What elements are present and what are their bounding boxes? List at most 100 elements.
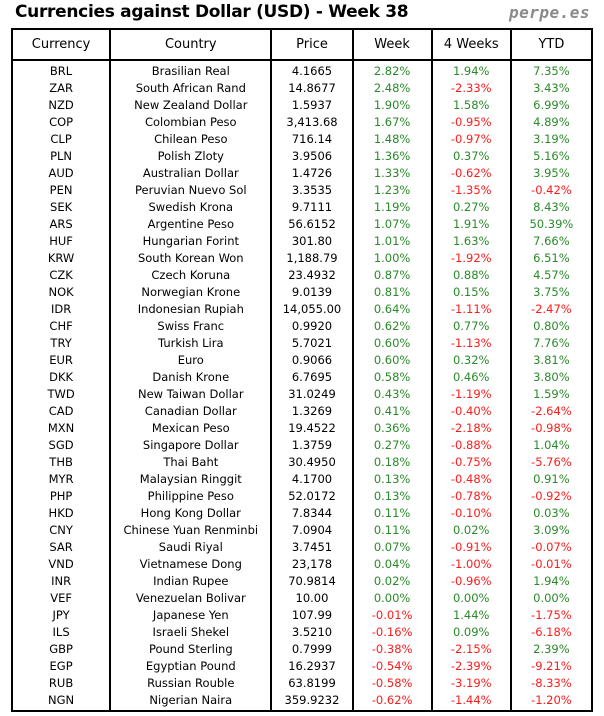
cell-country: Nigerian Naira <box>109 692 273 711</box>
cell-week: 0.81% <box>351 284 433 301</box>
table-row: KRW South Korean Won 1,188.79 1.00% -1.92% 6.… <box>10 250 594 267</box>
table-row: HUF Hungarian Forint 301.80 1.01% 1.63% 7.66% <box>10 233 594 250</box>
cell-4-weeks: 1.91% <box>430 216 512 233</box>
cell-4-weeks: 0.27% <box>430 199 512 216</box>
cell-week: 0.36% <box>351 420 433 437</box>
cell-country: Chinese Yuan Renminbi <box>109 522 273 539</box>
cell-4-weeks: -0.97% <box>430 131 512 148</box>
table-row: SEK Swedish Krona 9.7111 1.19% 0.27% 8.43% <box>10 199 594 216</box>
cell-week: -0.16% <box>351 624 433 641</box>
table-row: SGD Singapore Dollar 1.3759 0.27% -0.88% 1.04… <box>10 437 594 454</box>
cell-country: Colombian Peso <box>109 114 273 131</box>
cell-price: 3.9506 <box>270 148 354 165</box>
cell-4-weeks: 1.58% <box>430 97 512 114</box>
header-ytd: YTD <box>509 28 594 61</box>
cell-price: 9.7111 <box>270 199 354 216</box>
table-row: MXN Mexican Peso 19.4522 0.36% -2.18% -0.98% <box>10 420 594 437</box>
cell-week: 0.27% <box>351 437 433 454</box>
cell-week: 1.48% <box>351 131 433 148</box>
cell-4-weeks: 0.37% <box>430 148 512 165</box>
cell-4-weeks: -1.44% <box>430 692 512 711</box>
cell-ytd: 0.03% <box>509 505 594 522</box>
cell-currency: ZAR <box>10 80 112 97</box>
cell-4-weeks: 0.15% <box>430 284 512 301</box>
table-row: SAR Saudi Riyal 3.7451 0.07% -0.91% -0.07% <box>10 539 594 556</box>
cell-price: 1.3759 <box>270 437 354 454</box>
currency-table: Currency Country Price Week 4 Weeks YTD … <box>10 28 594 712</box>
cell-ytd: 3.09% <box>509 522 594 539</box>
table-row: THB Thai Baht 30.4950 0.18% -0.75% -5.76% <box>10 454 594 471</box>
cell-currency: PEN <box>10 182 112 199</box>
cell-week: 1.36% <box>351 148 433 165</box>
cell-ytd: 4.57% <box>509 267 594 284</box>
cell-price: 1.4726 <box>270 165 354 182</box>
table-row: INR Indian Rupee 70.9814 0.02% -0.96% 1.94% <box>10 573 594 590</box>
cell-price: 716.14 <box>270 131 354 148</box>
cell-country: Canadian Dollar <box>109 403 273 420</box>
cell-currency: NGN <box>10 692 112 711</box>
cell-price: 30.4950 <box>270 454 354 471</box>
cell-ytd: 3.81% <box>509 352 594 369</box>
table-row: VEF Venezuelan Bolivar 10.00 0.00% 0.00% 0.00… <box>10 590 594 607</box>
cell-week: 0.60% <box>351 352 433 369</box>
cell-ytd: -1.20% <box>509 692 594 711</box>
cell-4-weeks: -0.78% <box>430 488 512 505</box>
cell-4-weeks: -0.10% <box>430 505 512 522</box>
cell-week: 0.43% <box>351 386 433 403</box>
cell-4-weeks: -1.92% <box>430 250 512 267</box>
cell-currency: MYR <box>10 471 112 488</box>
cell-ytd: 6.51% <box>509 250 594 267</box>
cell-week: 1.01% <box>351 233 433 250</box>
cell-4-weeks: -1.11% <box>430 301 512 318</box>
cell-ytd: 0.00% <box>509 590 594 607</box>
cell-4-weeks: -2.39% <box>430 658 512 675</box>
cell-price: 9.0139 <box>270 284 354 301</box>
cell-ytd: -2.47% <box>509 301 594 318</box>
cell-ytd: 7.76% <box>509 335 594 352</box>
cell-ytd: -9.21% <box>509 658 594 675</box>
cell-price: 0.9920 <box>270 318 354 335</box>
table-row: JPY Japanese Yen 107.99 -0.01% 1.44% -1.75% <box>10 607 594 624</box>
table-row: TRY Turkish Lira 5.7021 0.60% -1.13% 7.76% <box>10 335 594 352</box>
cell-country: Turkish Lira <box>109 335 273 352</box>
cell-currency: VND <box>10 556 112 573</box>
table-row: CZK Czech Koruna 23.4932 0.87% 0.88% 4.57% <box>10 267 594 284</box>
table-row: HKD Hong Kong Dollar 7.8344 0.11% -0.10% 0.03… <box>10 505 594 522</box>
table-row: PLN Polish Zloty 3.9506 1.36% 0.37% 5.16% <box>10 148 594 165</box>
table-row: GBP Pound Sterling 0.7999 -0.38% -2.15% 2.39% <box>10 641 594 658</box>
table-row: DKK Danish Krone 6.7695 0.58% 0.46% 3.80% <box>10 369 594 386</box>
table-body: BRL Brasilian Real 4.1665 2.82% 1.94% 7.35% ZA… <box>10 60 594 711</box>
cell-currency: PLN <box>10 148 112 165</box>
cell-week: 2.82% <box>351 60 433 80</box>
cell-week: -0.38% <box>351 641 433 658</box>
cell-country: Vietnamese Dong <box>109 556 273 573</box>
cell-ytd: 3.75% <box>509 284 594 301</box>
cell-4-weeks: 0.77% <box>430 318 512 335</box>
cell-price: 63.8199 <box>270 675 354 692</box>
cell-week: -0.62% <box>351 692 433 711</box>
cell-week: 0.00% <box>351 590 433 607</box>
cell-country: Malaysian Ringgit <box>109 471 273 488</box>
cell-price: 0.7999 <box>270 641 354 658</box>
cell-price: 0.9066 <box>270 352 354 369</box>
cell-currency: CZK <box>10 267 112 284</box>
cell-currency: THB <box>10 454 112 471</box>
cell-4-weeks: -0.96% <box>430 573 512 590</box>
cell-week: 0.13% <box>351 471 433 488</box>
page-title: Currencies against Dollar (USD) - Week 3… <box>15 2 409 22</box>
cell-price: 5.7021 <box>270 335 354 352</box>
table-row: CLP Chilean Peso 716.14 1.48% -0.97% 3.19% <box>10 131 594 148</box>
cell-week: 0.41% <box>351 403 433 420</box>
cell-price: 10.00 <box>270 590 354 607</box>
cell-price: 4.1665 <box>270 60 354 80</box>
cell-ytd: 1.04% <box>509 437 594 454</box>
table-row: CNY Chinese Yuan Renminbi 7.0904 0.11% 0.02%… <box>10 522 594 539</box>
table-row: NZD New Zealand Dollar 1.5937 1.90% 1.58% 6.9… <box>10 97 594 114</box>
cell-currency: EUR <box>10 352 112 369</box>
cell-price: 3.7451 <box>270 539 354 556</box>
cell-currency: NOK <box>10 284 112 301</box>
cell-currency: COP <box>10 114 112 131</box>
cell-price: 52.0172 <box>270 488 354 505</box>
cell-country: Danish Krone <box>109 369 273 386</box>
cell-ytd: -0.92% <box>509 488 594 505</box>
